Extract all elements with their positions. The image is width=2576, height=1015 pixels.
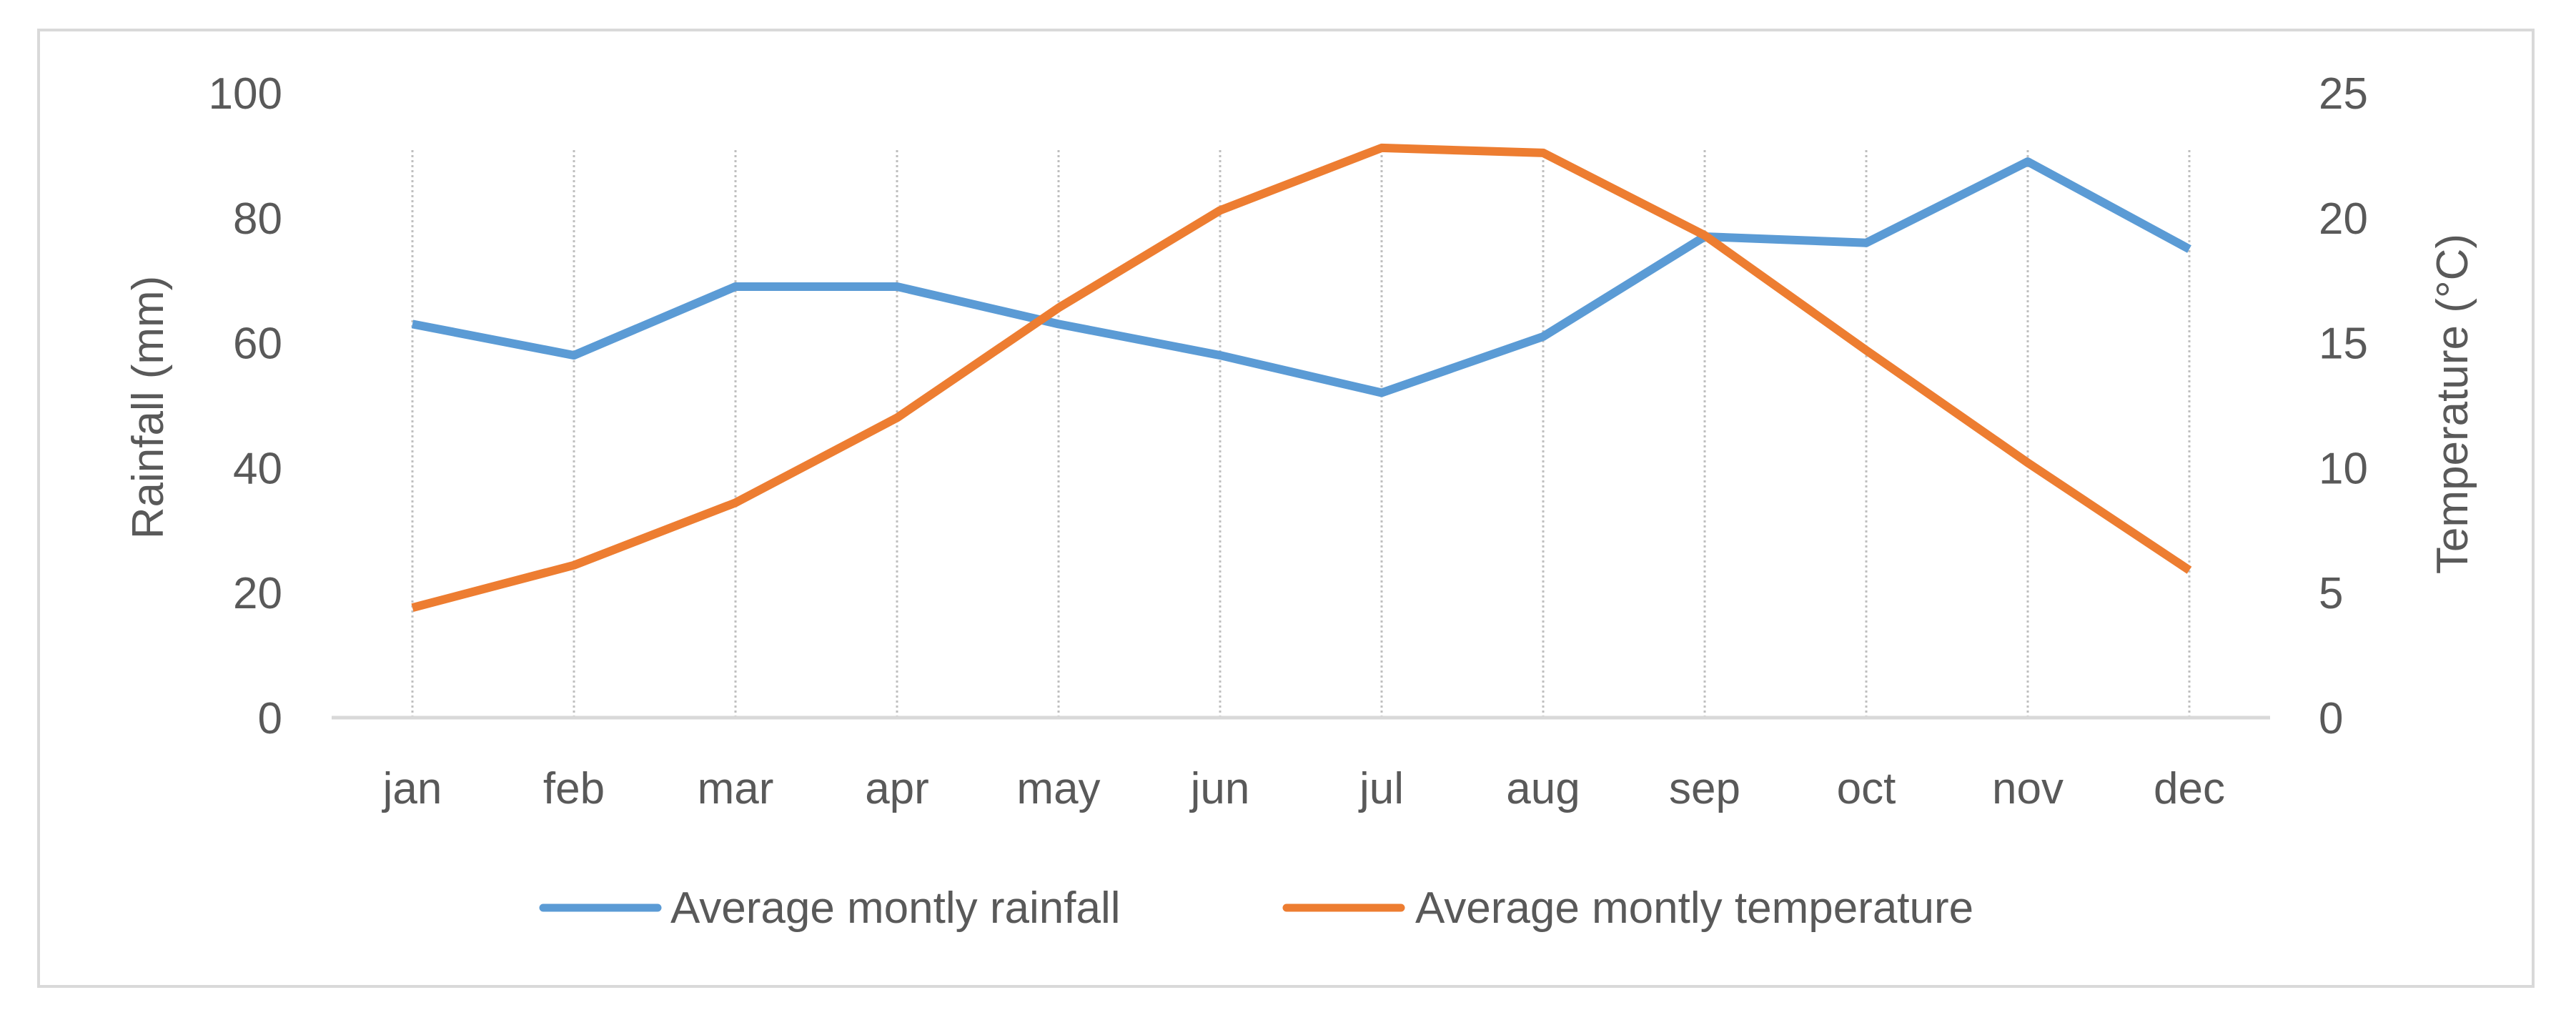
right-tick-label: 0 — [2319, 694, 2343, 743]
right-tick-label: 25 — [2319, 69, 2368, 119]
legend-label-temperature: Average montly temperature — [1415, 883, 1973, 933]
x-tick-label-apr: apr — [865, 764, 929, 813]
left-axis-title: Rainfall (mm) — [124, 276, 173, 540]
x-tick-label-oct: oct — [1837, 764, 1896, 813]
left-tick-label: 40 — [233, 444, 282, 493]
x-tick-label-may: may — [1016, 764, 1100, 813]
right-tick-label: 10 — [2319, 444, 2368, 493]
series-lines — [411, 143, 2192, 612]
left-tick-label: 80 — [233, 194, 282, 244]
right-tick-label: 15 — [2319, 320, 2368, 369]
right-axis-title: Temperature (°C) — [2428, 234, 2477, 574]
x-tick-label-aug: aug — [1506, 764, 1580, 813]
x-tick-label-jul: jul — [1358, 764, 1404, 813]
left-tick-label: 100 — [209, 69, 282, 119]
x-axis-ticks: jan feb mar apr may jun jul aug sep oct nov dec — [382, 764, 2225, 813]
series-line-temperature — [411, 143, 2192, 612]
x-tick-label-sep: sep — [1669, 764, 1740, 813]
left-tick-label: 0 — [258, 694, 282, 743]
legend-label-rainfall: Average montly rainfall — [670, 883, 1121, 933]
right-axis-ticks: 0 5 10 15 20 25 — [2319, 69, 2368, 743]
left-tick-label: 60 — [233, 320, 282, 369]
x-tick-label-jun: jun — [1189, 764, 1250, 813]
x-tick-label-jan: jan — [382, 764, 442, 813]
x-tick-label-mar: mar — [698, 764, 774, 813]
x-tick-label-nov: nov — [1992, 764, 2064, 813]
x-tick-label-feb: feb — [543, 764, 605, 813]
x-tick-label-dec: dec — [2154, 764, 2225, 813]
legend: Average montly rainfall Average montly t… — [539, 883, 1973, 933]
series-line-rainfall — [411, 157, 2191, 397]
right-tick-label: 5 — [2319, 569, 2343, 618]
left-tick-label: 20 — [233, 569, 282, 618]
gridlines — [411, 150, 2191, 718]
left-axis-ticks: 0 20 40 60 80 100 — [209, 69, 282, 743]
right-tick-label: 20 — [2319, 194, 2368, 244]
